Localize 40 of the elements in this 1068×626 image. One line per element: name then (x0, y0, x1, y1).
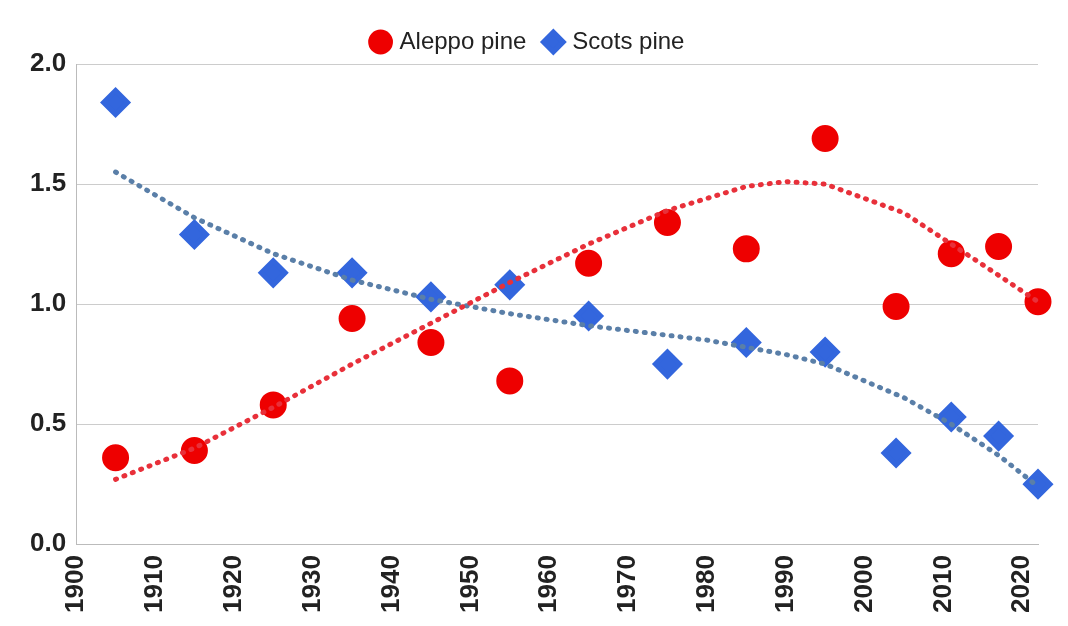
x-tick-label: 1970 (611, 555, 642, 613)
legend-label: Scots pine (572, 26, 685, 54)
x-tick-label: 1900 (59, 555, 90, 613)
point (1023, 469, 1053, 499)
point (417, 328, 445, 356)
x-tick-label: 1990 (768, 555, 799, 613)
point (984, 421, 1014, 451)
x-tick-label: 1930 (295, 555, 326, 613)
point (338, 304, 366, 332)
x-tick-label: 2020 (1005, 555, 1036, 613)
y-tick-label: 1.5 (29, 167, 67, 198)
x-tick-label: 1920 (217, 555, 247, 613)
point (882, 292, 910, 320)
point (881, 438, 911, 468)
legend-label: Aleppo pine (399, 26, 527, 54)
x-tick-label: 1910 (138, 555, 169, 613)
point (985, 232, 1013, 260)
point (179, 219, 209, 249)
point (811, 124, 839, 152)
point (1024, 288, 1052, 316)
x-tick-label: 2010 (926, 555, 957, 613)
point (496, 367, 524, 395)
x-tick-label: 1980 (690, 555, 721, 613)
point (810, 337, 840, 367)
point (732, 235, 760, 263)
x-tick-label: 2000 (847, 555, 878, 613)
point (652, 349, 682, 379)
point (258, 258, 288, 288)
x-tick-label: 1940 (374, 555, 405, 613)
point (653, 208, 681, 236)
point (102, 444, 130, 472)
point (101, 87, 131, 117)
y-tick-label: 2.0 (29, 47, 67, 78)
y-tick-label: 0.5 (29, 407, 67, 438)
point (574, 301, 604, 331)
y-tick-label: 0.0 (29, 527, 67, 558)
point (575, 249, 603, 277)
y-tick-label: 1.0 (29, 287, 67, 318)
x-tick-label: 1960 (532, 555, 563, 613)
x-tick-label: 1950 (453, 555, 484, 613)
